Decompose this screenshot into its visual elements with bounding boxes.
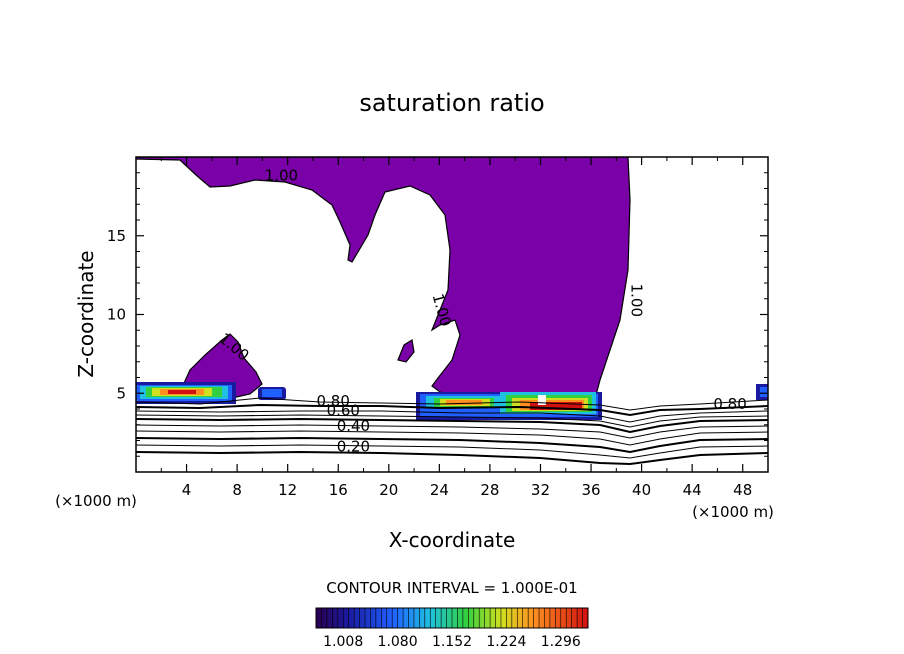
x-tick-label: 44 bbox=[683, 481, 702, 499]
colorbar-label: 1.296 bbox=[541, 634, 581, 650]
x-unit-right: (×1000 m) bbox=[692, 503, 774, 521]
x-tick-label: 4 bbox=[182, 481, 192, 499]
x-tick-label: 20 bbox=[379, 481, 398, 499]
colorbar-label: 1.224 bbox=[486, 634, 526, 650]
contour-label: 0.80 bbox=[713, 395, 746, 413]
y-tick-label: 15 bbox=[107, 227, 126, 245]
y-axis-label: Z-coordinate bbox=[74, 250, 98, 377]
chart-title: saturation ratio bbox=[359, 89, 544, 117]
contour-label: 0.80 bbox=[316, 392, 349, 410]
colorbar-label: 1.008 bbox=[323, 634, 363, 650]
x-tick-label: 24 bbox=[430, 481, 449, 499]
colorbar-labels: 1.008 1.080 1.152 1.224 1.296 bbox=[323, 634, 581, 650]
y-tick-label: 10 bbox=[107, 306, 126, 324]
contour-label: 0.40 bbox=[337, 417, 370, 435]
supersat-band-mid bbox=[416, 392, 602, 420]
plot-area: 1.001.001.00 1.000.800.600.400.200.80 bbox=[136, 157, 768, 466]
x-tick-label: 36 bbox=[581, 481, 600, 499]
x-tick-label: 8 bbox=[232, 481, 242, 499]
contour-interval-text: CONTOUR INTERVAL = 1.000E-01 bbox=[326, 579, 577, 597]
x-tick-label: 32 bbox=[531, 481, 550, 499]
colorbar-label: 1.152 bbox=[432, 634, 472, 650]
colorbar-label: 1.080 bbox=[378, 634, 418, 650]
x-tick-label: 28 bbox=[480, 481, 499, 499]
saturated-region-blob-a bbox=[397, 339, 415, 363]
x-unit-left: (×1000 m) bbox=[55, 492, 137, 510]
x-tick-label: 40 bbox=[632, 481, 651, 499]
x-tick-label: 16 bbox=[329, 481, 348, 499]
supersat-band-right bbox=[756, 384, 768, 400]
y-tick-label: 5 bbox=[116, 384, 126, 402]
contour-lines bbox=[136, 397, 768, 466]
x-tick-label: 12 bbox=[278, 481, 297, 499]
x-tick-label: 48 bbox=[733, 481, 752, 499]
contour-label: 0.60 bbox=[327, 401, 360, 419]
contour-label: 1.00 bbox=[265, 167, 298, 185]
colorbar-ticks bbox=[315, 608, 589, 628]
supersat-band-left bbox=[136, 382, 286, 404]
contour-label: 1.00 bbox=[627, 284, 645, 317]
x-axis-label: X-coordinate bbox=[389, 528, 516, 552]
contour-label: 0.20 bbox=[337, 438, 370, 456]
